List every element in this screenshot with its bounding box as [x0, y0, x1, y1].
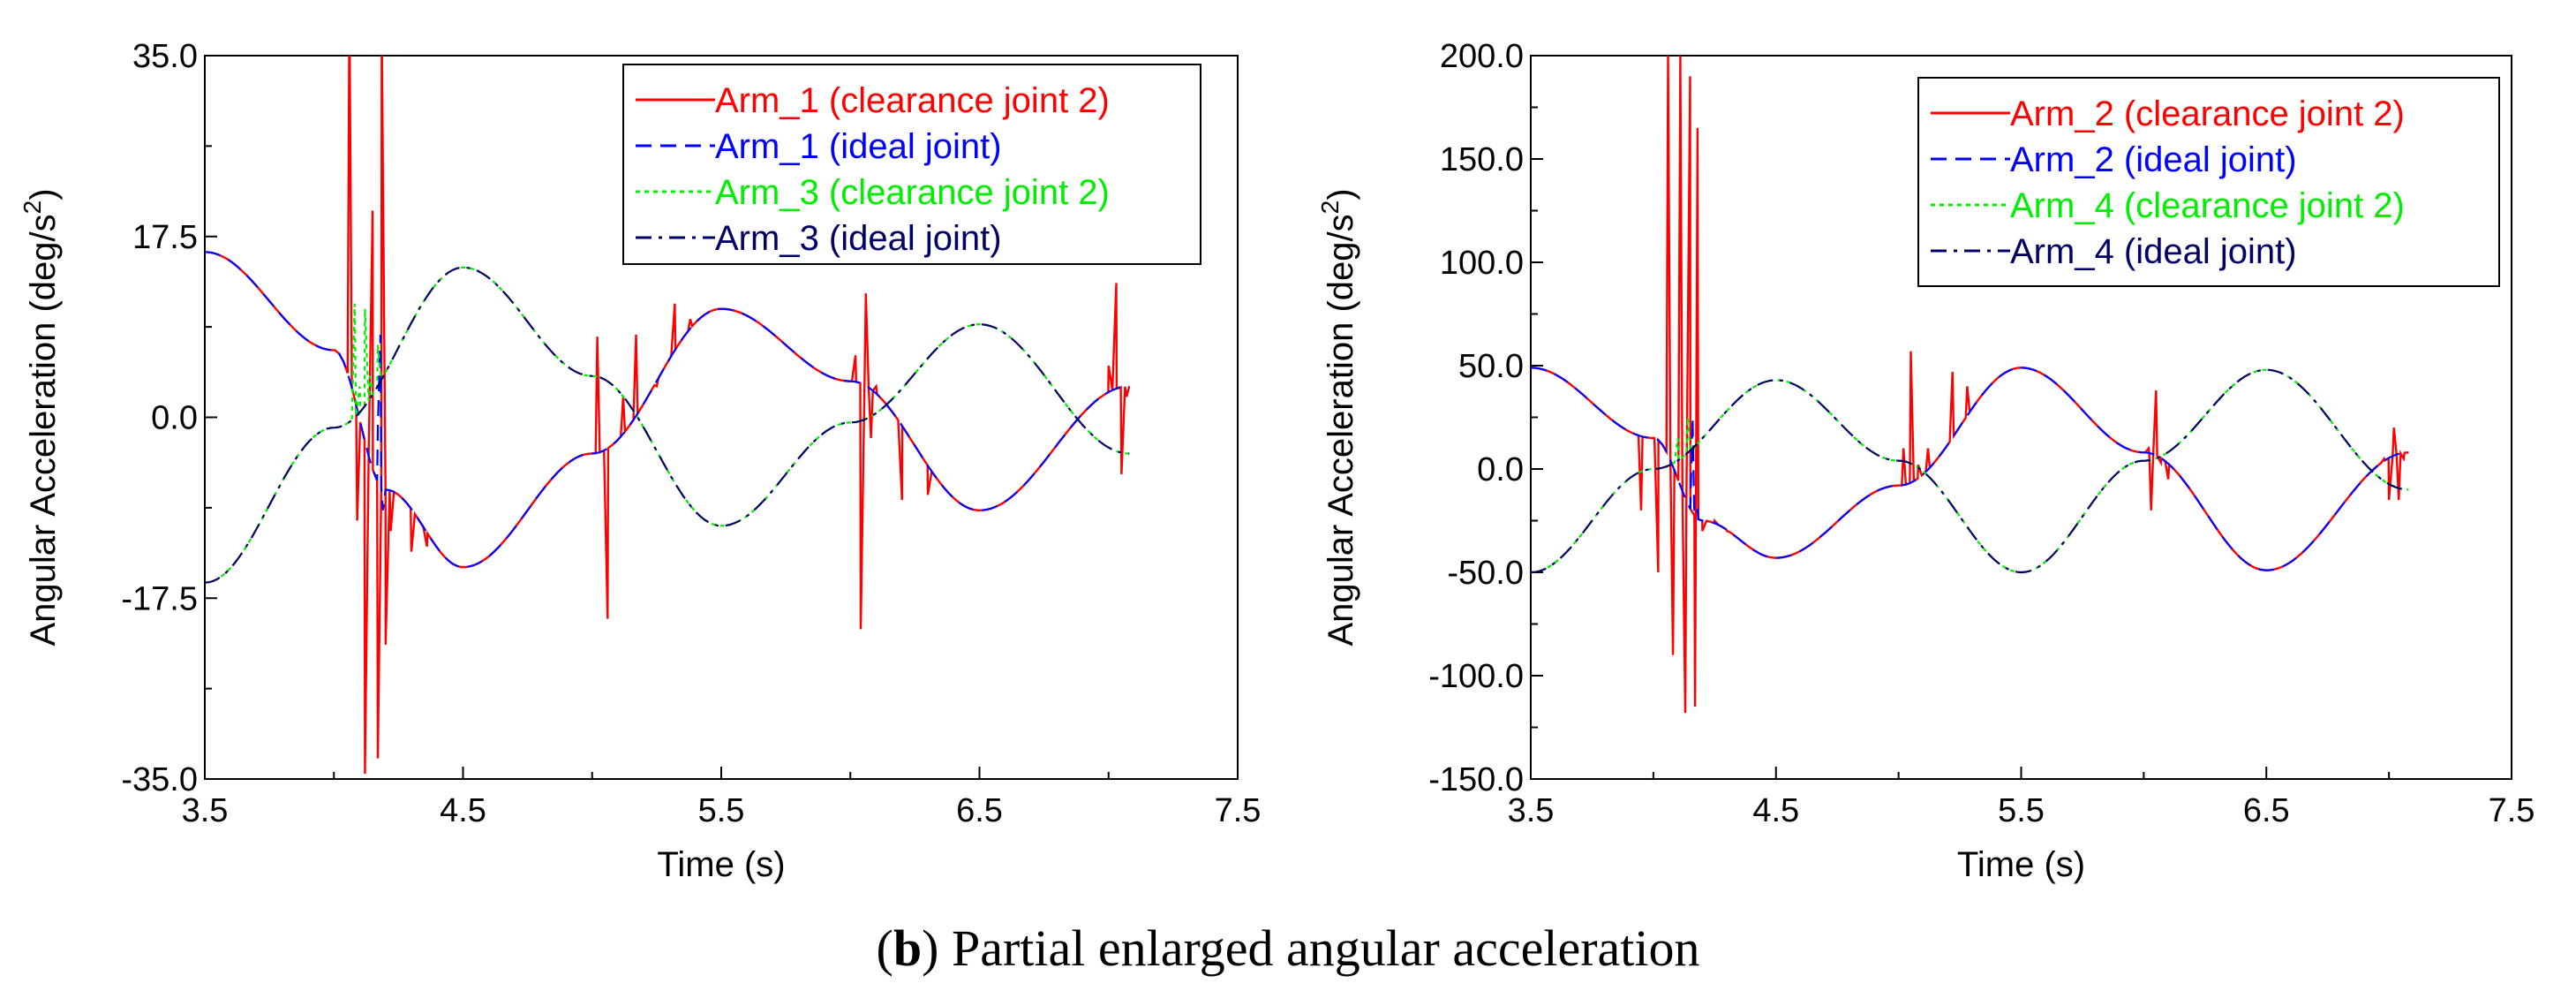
y-tick-label: 35.0 — [132, 38, 198, 75]
legend-label: Arm_3 (clearance joint 2) — [715, 173, 1110, 212]
chart-right: -150.0 -100.0 -50.0 0.0 50.0 100.0 150.0 200.0 3… — [1316, 38, 2535, 884]
y-axis-title: Angular Acceleration (deg/s2) — [1316, 188, 1360, 646]
series-line-3 — [1531, 368, 2409, 574]
x-tick-label: 4.5 — [1752, 792, 1799, 829]
caption-letter: b — [893, 919, 923, 977]
series-line-4 — [205, 266, 1130, 584]
x-tick-label: 5.5 — [698, 792, 745, 829]
legend-label: Arm_1 (clearance joint 2) — [715, 81, 1110, 120]
y-tick-label: -35.0 — [121, 761, 198, 798]
figure-caption: (b) Partial enlarged angular acceleratio… — [876, 919, 1700, 977]
x-tick-label: 3.5 — [1508, 792, 1555, 829]
x-axis-title: Time (s) — [1957, 845, 2085, 884]
x-tick-label: 4.5 — [440, 792, 486, 829]
legend-label: Arm_4 (ideal joint) — [2010, 232, 2297, 271]
legend-label: Arm_2 (clearance joint 2) — [2010, 95, 2405, 133]
legend-label: Arm_1 (ideal joint) — [715, 127, 1002, 166]
x-tick-label: 6.5 — [956, 792, 1003, 829]
y-tick-label: 0.0 — [151, 400, 198, 437]
y-tick-label: 0.0 — [1477, 451, 1524, 488]
y-tick-label: 17.5 — [132, 219, 198, 256]
y-tick-label: -17.5 — [121, 580, 198, 617]
legend-label: Arm_3 (ideal joint) — [715, 219, 1002, 258]
y-tick-label: -100.0 — [1428, 658, 1524, 695]
caption-text: Partial enlarged angular acceleration — [951, 919, 1700, 977]
y-tick-label: 150.0 — [1440, 141, 1524, 178]
series-line-2 — [1531, 367, 2409, 571]
x-tick-label: 5.5 — [1998, 792, 2045, 829]
y-tick-label: -50.0 — [1447, 555, 1524, 592]
x-tick-label: 6.5 — [2243, 792, 2290, 829]
x-tick-label: 7.5 — [2489, 792, 2535, 829]
x-tick-label: 3.5 — [182, 792, 229, 829]
legend-label: Arm_2 (ideal joint) — [2010, 140, 2297, 179]
y-axis-title: Angular Acceleration (deg/s2) — [19, 188, 63, 646]
series-line-3 — [205, 266, 1130, 584]
x-axis-title: Time (s) — [657, 845, 785, 884]
legend-label: Arm_4 (clearance joint 2) — [2010, 186, 2405, 225]
series-line-4 — [1531, 368, 2409, 574]
chart-left: -35.0 -17.5 0.0 17.5 35.0 3.5 4.5 5.5 6.5 7.5 Time… — [19, 38, 1262, 884]
series-line-2 — [205, 251, 1130, 569]
legend-box — [622, 64, 1201, 265]
y-tick-label: 50.0 — [1458, 348, 1524, 385]
x-tick-label: 7.5 — [1215, 792, 1262, 829]
y-tick-label: 200.0 — [1440, 38, 1524, 75]
y-tick-label: -150.0 — [1428, 761, 1524, 798]
y-tick-label: 100.0 — [1440, 245, 1524, 282]
legend-box — [1917, 77, 2500, 287]
